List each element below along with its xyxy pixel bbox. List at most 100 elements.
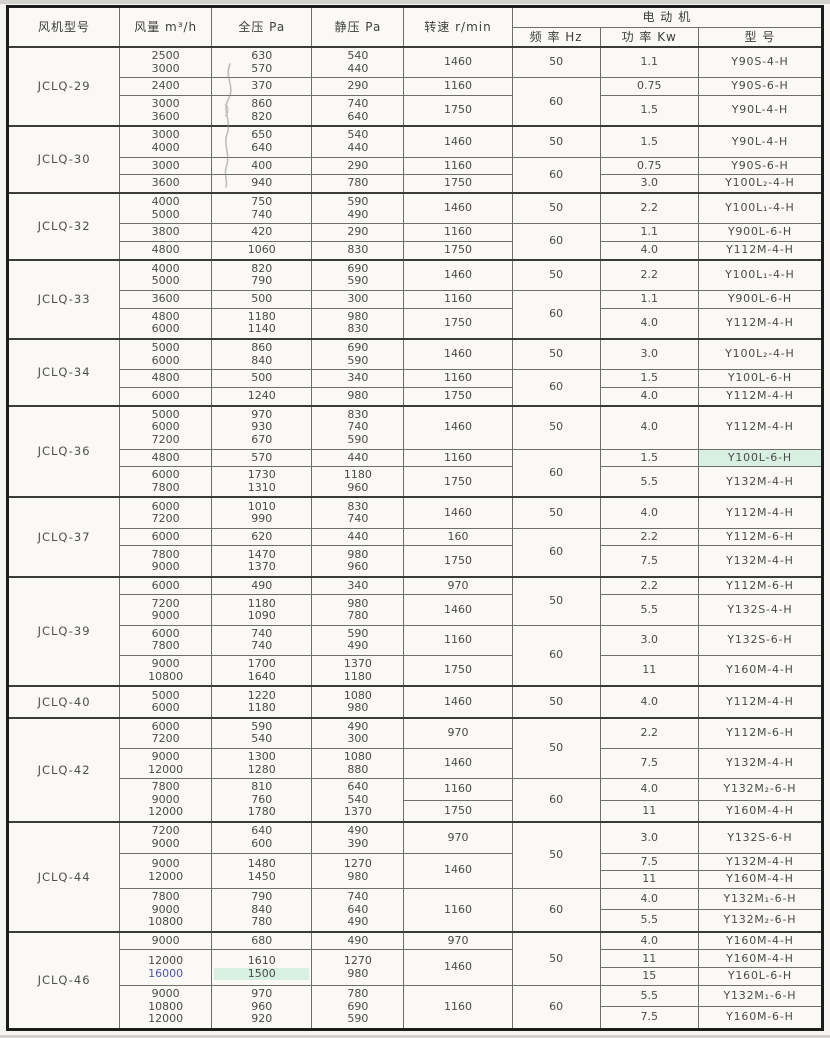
cell-airflow: 3800 (119, 223, 213, 242)
cell-total-pressure: 500 (211, 289, 313, 309)
table-row: JCLQ-46 9000 680 490 970 50 4.0 Y160M-4-H (6, 930, 824, 1030)
cell-power: 4.0 (599, 887, 699, 911)
cell-static-pressure: 980 960 (311, 545, 405, 578)
cell-power: 2.2 (599, 716, 699, 749)
cell-speed: 1160 (403, 289, 513, 309)
table-row: JCLQ-34 5000 6000 860 840 690 590 1460 50 3.0 Y100… (6, 337, 824, 407)
cell-total-pressure: 1060 (211, 240, 313, 261)
cell-airflow: 9000 (119, 930, 213, 951)
table-row: JCLQ-44 7200 9000 640 600 490 390 970 50 3.0 Y132S… (6, 821, 824, 933)
cell-power: 5.5 (599, 984, 699, 1008)
cell-airflow: 3000 (119, 156, 213, 176)
cell-power: 1.5 (599, 448, 699, 468)
cell-fan-model: JCLQ-37 (6, 496, 121, 578)
cell-static-pressure: 780 690 590 (311, 984, 405, 1031)
table-row: 7800 9000 1470 1370 980 960 1750 7.5 Y132M-4-H (8, 545, 824, 578)
cell-power: 3.0 (599, 624, 699, 657)
cell-airflow: 3000 4000 (119, 125, 213, 158)
cell-motor-model: Y112M-4-H (697, 685, 824, 719)
cell-speed: 1460 (403, 191, 513, 225)
cell-airflow: 4800 6000 (119, 307, 213, 340)
table-row: 7800 9000 10800 790 840 780 740 640 490 1160 60 4.0… (8, 887, 824, 933)
cell-speed: 1750 (403, 799, 513, 823)
cell-total-pressure: 860 840 (211, 337, 313, 371)
cell-airflow: 6000 7200 (119, 716, 213, 749)
cell-static-pressure: 340 (311, 575, 405, 596)
cell-total-pressure: 790 840 780 (211, 887, 313, 933)
cell-motor-model: Y160M-4-H (697, 930, 824, 951)
cell-static-pressure: 490 300 (311, 716, 405, 749)
cell-total-pressure: 400 (211, 156, 313, 176)
cell-airflow: 6000 (119, 575, 213, 596)
scan-edge-top (0, 0, 830, 4)
cell-speed: 1750 (403, 94, 513, 127)
header-static-pressure: 静压 Pa (311, 6, 405, 48)
cell-frequency: 60 (511, 887, 601, 933)
cell-motor-model: Y132S-6-H (697, 821, 824, 854)
cell-speed: 970 (403, 821, 513, 854)
cell-speed: 1460 (403, 747, 513, 780)
cell-total-pressure: 1700 1640 (211, 655, 313, 687)
cell-frequency: 60 (511, 369, 601, 407)
header-airflow: 风量 m³/h (119, 6, 213, 48)
cell-static-pressure: 740 640 490 (311, 887, 405, 933)
cell-motor-model: Y90S-6-H (697, 77, 824, 96)
cell-airflow: 4000 5000 (119, 191, 213, 225)
cell-power: 5.5 (599, 909, 699, 933)
cell-frequency: 60 (511, 289, 601, 340)
cell-airflow: 3000 3600 (119, 94, 213, 127)
cell-power: 2.2 (599, 527, 699, 547)
cell-total-pressure: 1180 1140 (211, 307, 313, 340)
cell-power: 4.0 (599, 496, 699, 529)
cell-airflow: 7200 9000 (119, 821, 213, 854)
cell-motor-model: Y112M-4-H (697, 240, 824, 261)
cell-static-pressure: 440 (311, 527, 405, 547)
cell-motor-model: Y132M-4-H (697, 545, 824, 578)
cell-power: 11 (599, 655, 699, 687)
cell-airflow: 12000 16000 (119, 949, 213, 986)
cell-power: 1.1 (599, 223, 699, 242)
cell-frequency: 60 (511, 778, 601, 823)
cell-airflow: 4000 5000 (119, 258, 213, 291)
cell-power: 0.75 (599, 77, 699, 96)
cell-motor-model: Y100L₂-4-H (697, 174, 824, 194)
cell-motor-model: Y132S-4-H (697, 594, 824, 626)
cell-static-pressure: 1180 960 (311, 466, 405, 498)
cell-speed: 1460 (403, 496, 513, 529)
cell-static-pressure: 590 490 (311, 624, 405, 657)
cell-frequency: 50 (511, 191, 601, 225)
cell-total-pressure: 620 (211, 527, 313, 547)
cell-frequency: 60 (511, 984, 601, 1031)
cell-speed: 970 (403, 575, 513, 596)
cell-speed: 1750 (403, 174, 513, 194)
cell-airflow: 4800 (119, 240, 213, 261)
cell-frequency: 50 (511, 685, 601, 719)
cell-total-pressure: 490 (211, 575, 313, 596)
cell-frequency: 50 (511, 821, 601, 889)
cell-static-pressure: 290 (311, 77, 405, 96)
table-row: 4800 570 440 1160 60 1.5 Y100L-6-H (8, 448, 824, 498)
cell-static-pressure: 830 (311, 240, 405, 261)
cell-motor-model: Y160M-4-H (697, 870, 824, 889)
table-row: 12000 16000 1610 1500 1270 980 1460 11 Y160M-4-H (8, 949, 824, 986)
cell-static-pressure: 980 830 (311, 307, 405, 340)
table-row: 4800 6000 1180 1140 980 830 1750 4.0 Y112M-4-H (8, 307, 824, 340)
cell-total-pressure: 500 (211, 369, 313, 388)
cell-speed: 1750 (403, 655, 513, 687)
cell-power: 1.1 (599, 289, 699, 309)
cell-airflow: 2500 3000 (119, 46, 213, 79)
cell-speed: 1160 (403, 624, 513, 657)
cell-motor-model: Y112M-4-H (697, 496, 824, 529)
cell-power: 1.5 (599, 369, 699, 388)
table-row: 2400 370 290 1160 60 0.75 Y90S-6-H (8, 77, 824, 127)
cell-total-pressure: 1010 990 (211, 496, 313, 529)
cell-motor-model: Y112M-6-H (697, 527, 824, 547)
cell-speed: 1460 (403, 258, 513, 291)
cell-frequency: 50 (511, 404, 601, 450)
table-row: 4800 1060 830 1750 4.0 Y112M-4-H (8, 240, 824, 261)
scan-edge-bottom (0, 1035, 830, 1038)
header-motor-model: 型 号 (697, 26, 824, 48)
cell-motor-model: Y112M-6-H (697, 575, 824, 596)
cell-frequency: 60 (511, 156, 601, 194)
